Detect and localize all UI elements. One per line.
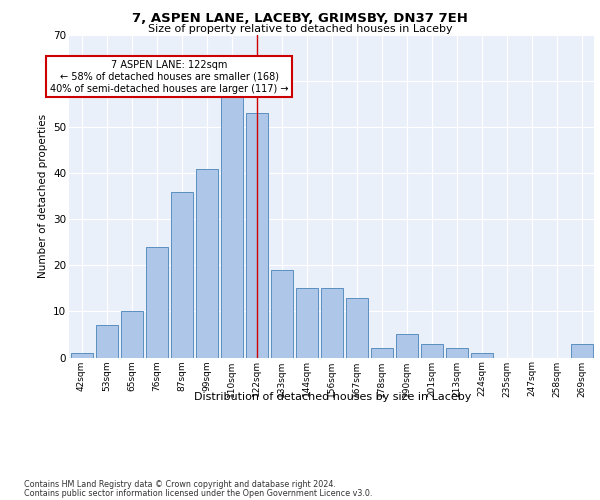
Bar (346, 298, 367, 358)
Bar (196, 168, 218, 358)
Bar (395, 334, 418, 357)
Text: 7, ASPEN LANE, LACEBY, GRIMSBY, DN37 7EH: 7, ASPEN LANE, LACEBY, GRIMSBY, DN37 7EH (132, 12, 468, 26)
Bar (421, 344, 443, 357)
Bar (445, 348, 467, 358)
Bar (245, 114, 268, 358)
Text: Contains HM Land Registry data © Crown copyright and database right 2024.: Contains HM Land Registry data © Crown c… (24, 480, 336, 489)
Text: Contains public sector information licensed under the Open Government Licence v3: Contains public sector information licen… (24, 489, 373, 498)
Bar (95, 325, 118, 358)
Text: 7 ASPEN LANE: 122sqm
← 58% of detached houses are smaller (168)
40% of semi-deta: 7 ASPEN LANE: 122sqm ← 58% of detached h… (50, 60, 288, 94)
Text: Size of property relative to detached houses in Laceby: Size of property relative to detached ho… (148, 24, 452, 34)
Bar (121, 312, 143, 358)
Bar (371, 348, 392, 358)
Bar (146, 247, 167, 358)
Bar (71, 353, 92, 358)
Bar (271, 270, 293, 358)
Y-axis label: Number of detached properties: Number of detached properties (38, 114, 47, 278)
Bar (571, 344, 593, 357)
Bar (470, 353, 493, 358)
Bar (296, 288, 317, 358)
Text: Distribution of detached houses by size in Laceby: Distribution of detached houses by size … (194, 392, 472, 402)
Bar (170, 192, 193, 358)
Bar (221, 95, 242, 357)
Bar (320, 288, 343, 358)
